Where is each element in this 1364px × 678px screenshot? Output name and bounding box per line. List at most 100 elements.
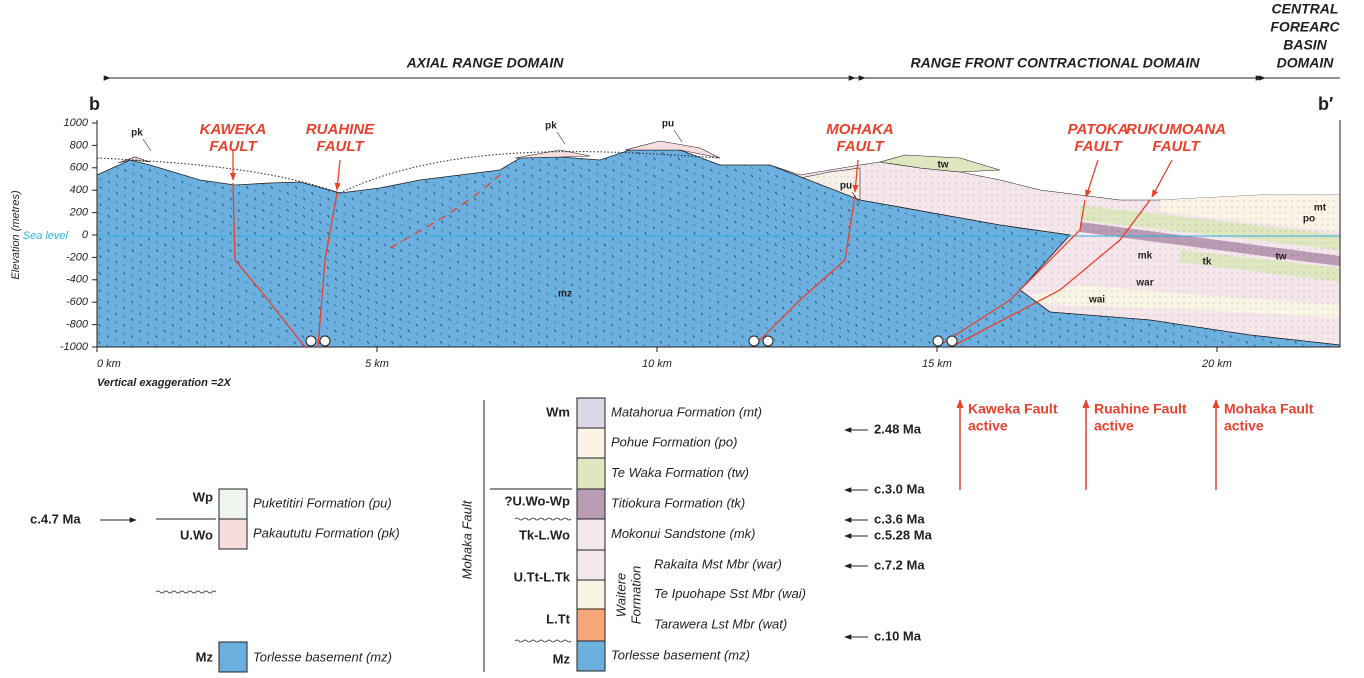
legend-name: Torlesse basement (mz) xyxy=(253,649,392,664)
code: Mz xyxy=(553,651,571,666)
age-label: 2.48 Ma xyxy=(874,421,922,436)
unconformity xyxy=(515,640,571,642)
swatch xyxy=(577,580,605,609)
activity-label: active xyxy=(1094,418,1134,434)
fault-column-label: Mohaka Fault xyxy=(459,499,474,579)
exaggeration: Vertical exaggeration =2X xyxy=(97,377,231,389)
unit-label: mt xyxy=(1314,203,1327,214)
unit-label: pu xyxy=(840,181,852,192)
code: Mz xyxy=(196,649,214,664)
x-tick-label: 0 km xyxy=(97,358,121,370)
age-label: c.3.6 Ma xyxy=(874,511,925,526)
into-page xyxy=(749,336,759,346)
fault-label: PATOKA xyxy=(1068,121,1129,138)
activity-label: active xyxy=(968,418,1008,434)
activity-label: Ruahine Fault xyxy=(1094,401,1187,417)
legend-name: Rakaita Mst Mbr (war) xyxy=(654,556,782,571)
leader xyxy=(674,130,682,142)
domain-label: FOREARC xyxy=(1270,19,1340,35)
fault-label: FAULT xyxy=(1152,138,1201,155)
unit-label: mz xyxy=(558,289,572,300)
x-tick-label: 10 km xyxy=(642,358,672,370)
swatch xyxy=(577,489,605,519)
legend-name: Pohue Formation (po) xyxy=(611,434,737,449)
fault-label: RUKUMOANA xyxy=(1126,121,1226,138)
x-tick-label: 5 km xyxy=(365,358,389,370)
swatch xyxy=(577,550,605,580)
y-tick-label: 600 xyxy=(70,162,89,174)
code: ?U.Wo-Wp xyxy=(505,493,571,508)
cross-section: b b′ Elevation (metres) Sea level Vertic… xyxy=(10,94,1340,389)
unit-label: pu xyxy=(662,119,674,130)
fault-label: FAULT xyxy=(209,138,258,155)
unit-label: tk xyxy=(1203,257,1212,268)
x-ticks: 0 km 5 km 10 km 15 km 20 km xyxy=(97,347,1232,370)
swatch xyxy=(577,458,605,489)
y-tick-label: 0 xyxy=(82,229,89,241)
fault-label: RUAHINE xyxy=(306,121,375,138)
fault-label: FAULT xyxy=(1074,138,1123,155)
unconformity xyxy=(515,518,571,520)
activity-label: active xyxy=(1224,418,1264,434)
fault-label: FAULT xyxy=(316,138,365,155)
out-of-page xyxy=(320,336,330,346)
code: Wp xyxy=(193,489,213,504)
y-tick-label: -200 xyxy=(66,251,89,263)
swatch xyxy=(219,642,247,672)
label-arrow xyxy=(1086,160,1098,197)
y-tick-label: 200 xyxy=(69,207,89,219)
y-tick-label: 400 xyxy=(70,184,89,196)
code: Wm xyxy=(546,404,570,419)
legend-name: Matahorua Formation (mt) xyxy=(611,404,762,419)
figure: AXIAL RANGE DOMAIN RANGE FRONT CONTRACTI… xyxy=(0,0,1364,673)
section-end-label: b′ xyxy=(1318,94,1333,114)
activity-label: Mohaka Fault xyxy=(1224,401,1314,417)
domain-label: DOMAIN xyxy=(1277,55,1335,71)
out-of-page xyxy=(763,336,773,346)
legend-name: Mokonui Sandstone (mk) xyxy=(611,526,756,541)
fault-label: FAULT xyxy=(836,138,885,155)
domain-label: AXIAL RANGE DOMAIN xyxy=(406,55,565,71)
sea-level-label: Sea level xyxy=(23,230,69,242)
y-tick-label: -400 xyxy=(66,274,89,286)
y-tick-label: 800 xyxy=(70,139,89,151)
code: U.Wo xyxy=(180,527,213,542)
y-tick-label: -1000 xyxy=(60,341,89,353)
legend-name: Tarawera Lst Mbr (wat) xyxy=(654,616,787,631)
legend-name: Puketitiri Formation (pu) xyxy=(253,495,392,510)
leader xyxy=(143,139,151,151)
activity-label: Kaweka Fault xyxy=(968,401,1058,417)
x-tick-label: 15 km xyxy=(922,358,952,370)
formation-label: Waitere xyxy=(613,573,628,618)
domain-label: CENTRAL xyxy=(1272,1,1339,17)
unit-label: po xyxy=(1303,214,1315,225)
age-label: c.5.28 Ma xyxy=(874,527,933,542)
pakaututu-cap xyxy=(515,150,590,158)
swatch xyxy=(577,641,605,671)
unit-label: mk xyxy=(1138,251,1153,262)
fault-label: KAWEKA xyxy=(200,121,267,138)
domain-header: AXIAL RANGE DOMAIN RANGE FRONT CONTRACTI… xyxy=(110,1,1340,78)
unit-label: war xyxy=(1135,278,1153,289)
age-label: c.10 Ma xyxy=(874,628,922,643)
into-page xyxy=(306,336,316,346)
legend-left: c.4.7 Ma Wp U.Wo Mz Puketitiri Formation… xyxy=(30,489,400,672)
swatch xyxy=(577,428,605,458)
swatch xyxy=(577,398,605,428)
unit-label: tw xyxy=(937,160,948,171)
fault-label: MOHAKA xyxy=(826,121,894,138)
age-label: c.3.0 Ma xyxy=(874,481,925,496)
y-tick-label: -600 xyxy=(66,296,89,308)
code: L.Tt xyxy=(546,611,570,626)
legend-right: Mohaka Fault Waitere Formation Matahorua… xyxy=(459,398,932,672)
domain-label: BASIN xyxy=(1283,37,1327,53)
label-arrow xyxy=(1152,160,1172,197)
y-tick-label: 1000 xyxy=(64,117,89,129)
swatch xyxy=(219,489,247,519)
unconformity xyxy=(156,591,216,593)
y-tick-label: -800 xyxy=(66,319,89,331)
out-of-page xyxy=(947,336,957,346)
unit-label: wai xyxy=(1088,295,1105,306)
x-tick-label: 20 km xyxy=(1201,358,1232,370)
